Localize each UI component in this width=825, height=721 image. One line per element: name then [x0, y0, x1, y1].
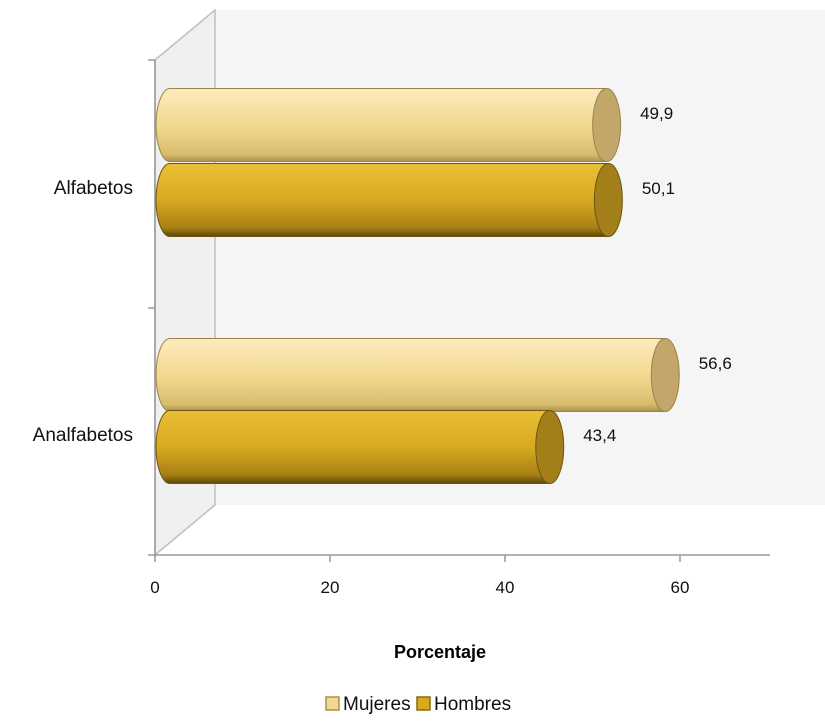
bar-hombres-analfabetos [155, 410, 565, 484]
x-tick-label: 40 [496, 578, 515, 597]
bar-cap [592, 88, 622, 162]
legend-swatch-mujeres [325, 696, 340, 711]
x-tick-label: 0 [150, 578, 159, 597]
category-label: Analfabetos [33, 425, 133, 446]
legend-label-hombres: Hombres [434, 694, 511, 715]
legend-label-mujeres: Mujeres [343, 694, 411, 715]
bar-cap [650, 338, 680, 412]
x-tick-label: 60 [671, 578, 690, 597]
data-label: 50,1 [642, 179, 675, 198]
bars: 49,9 50,1 56,6 43,4 [155, 88, 732, 484]
data-label: 43,4 [583, 426, 616, 445]
x-axis-title: Porcentaje [394, 642, 486, 662]
data-label: 49,9 [640, 104, 673, 123]
legend-swatch-hombres [416, 696, 431, 711]
data-label: 56,6 [699, 354, 732, 373]
x-axis: 0 20 40 60 [150, 555, 689, 597]
bar-mujeres-alfabetos [155, 88, 622, 162]
category-label: Alfabetos [54, 178, 133, 199]
category-labels: Alfabetos Analfabetos [33, 178, 133, 446]
bar-mujeres-analfabetos [155, 338, 680, 412]
x-tick-label: 20 [321, 578, 340, 597]
bar-cap [593, 163, 623, 237]
bar-hombres-alfabetos [155, 163, 623, 237]
legend: Mujeres Hombres [325, 694, 511, 715]
bar-cap [535, 410, 565, 484]
